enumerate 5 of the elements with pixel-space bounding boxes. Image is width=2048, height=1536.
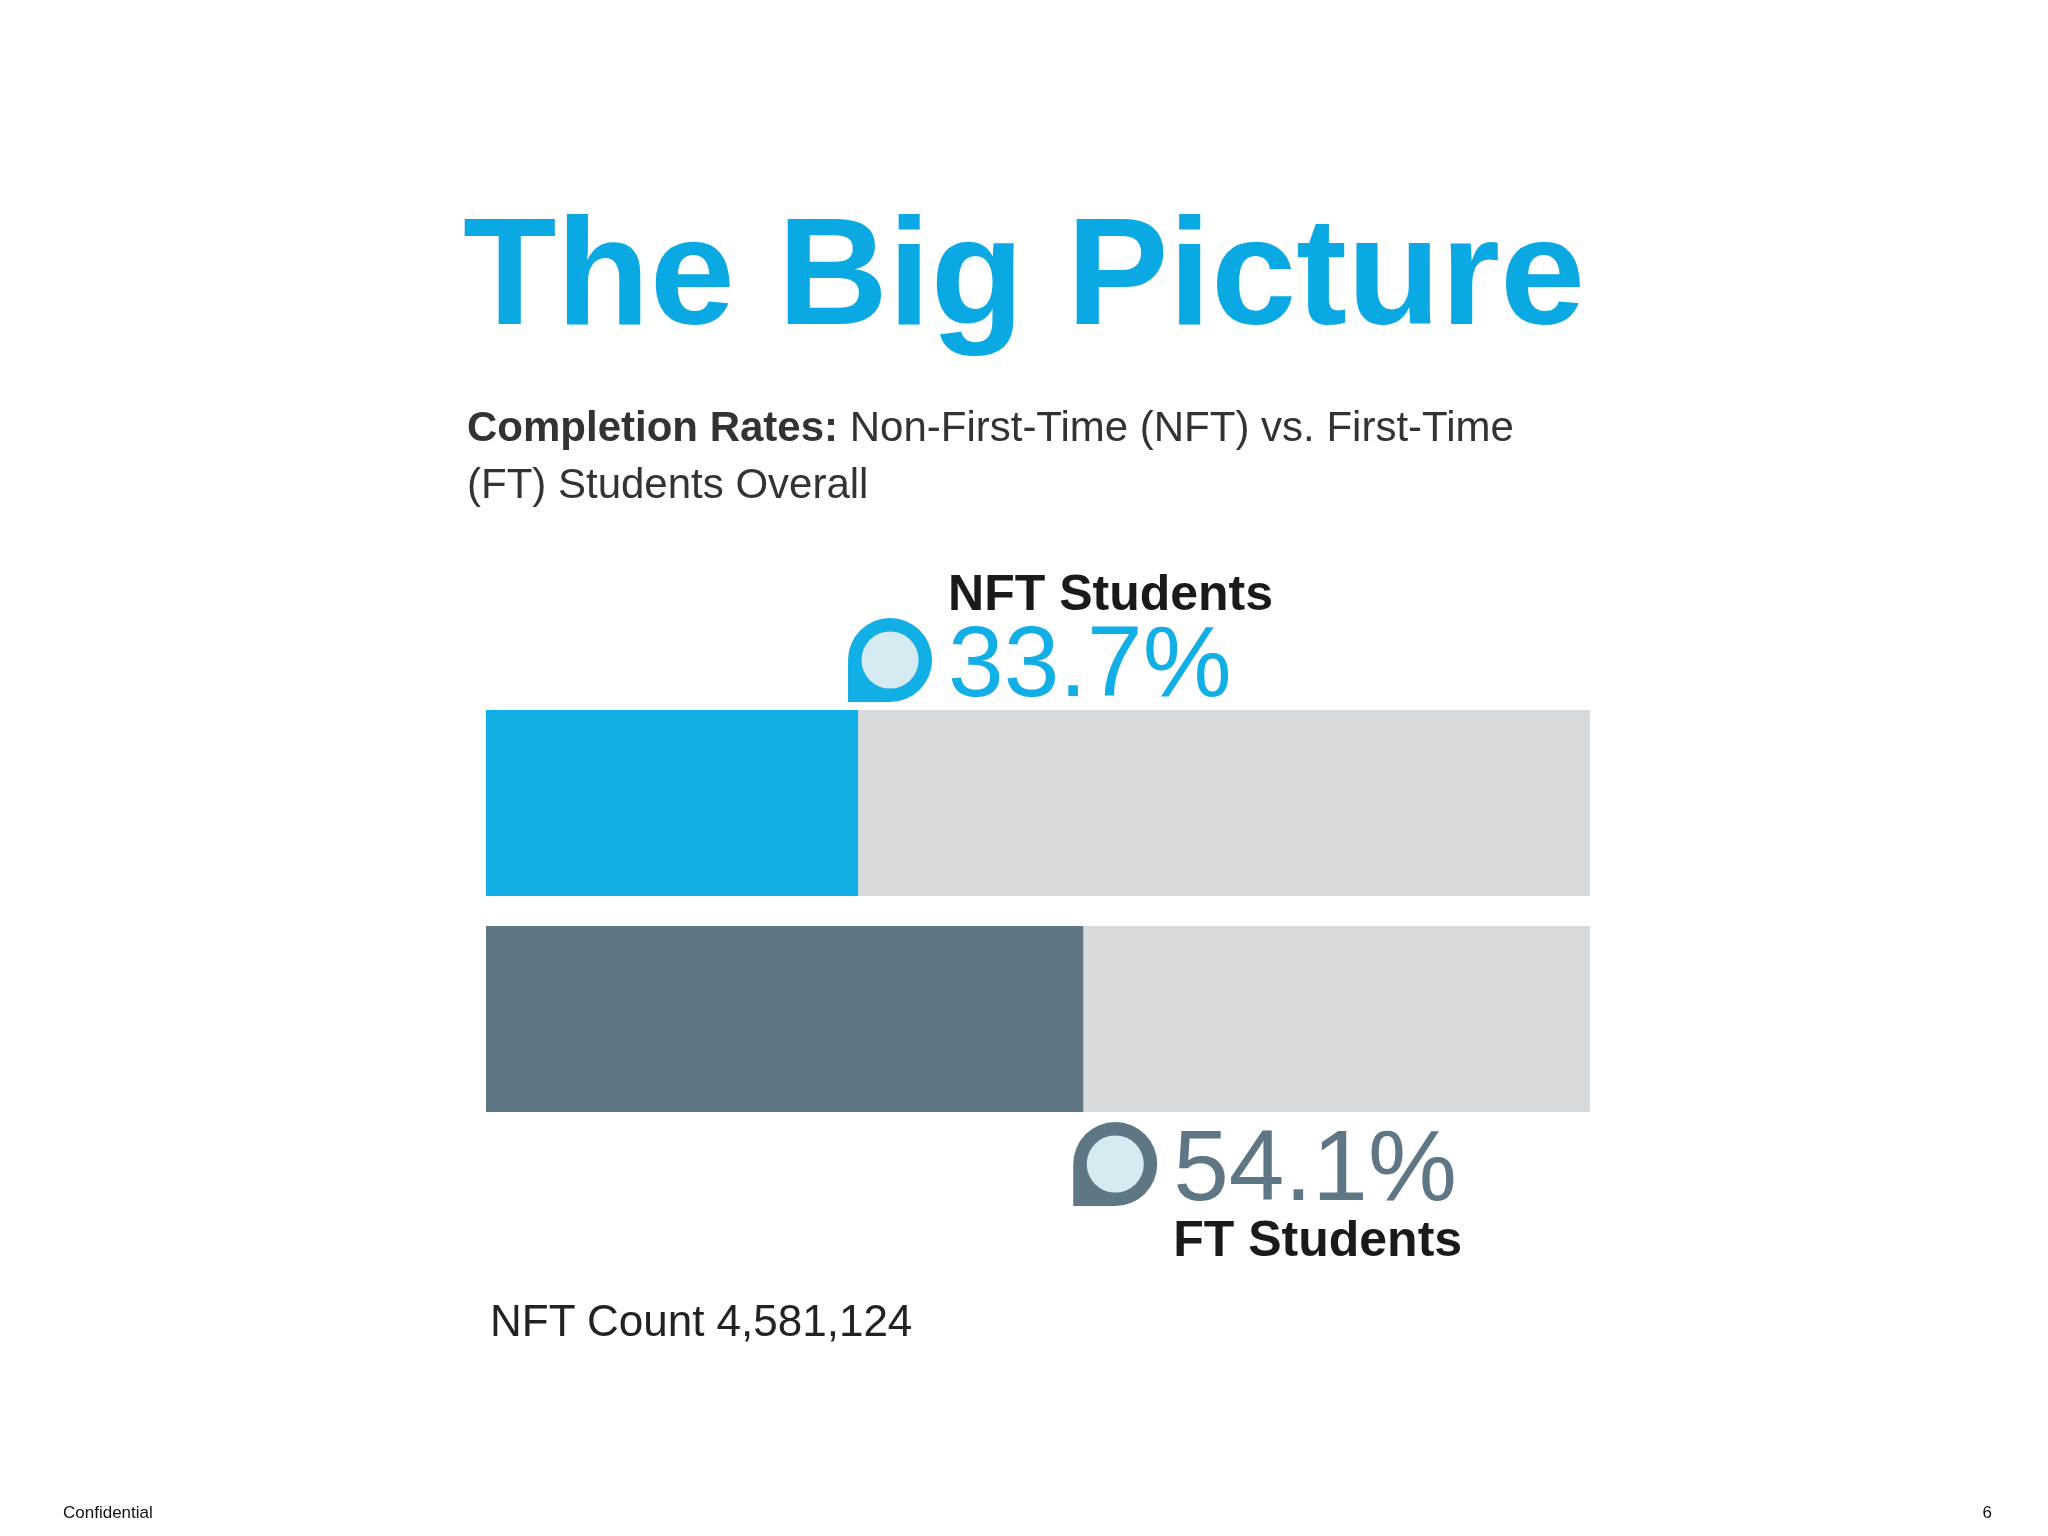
text: 6 [1982,1503,1992,1524]
chart-subtitle: Completion Rates: Non-First-Time (NFT) vs. First-Time (FT) Students Overall [467,403,1514,507]
text: Confidential [63,1503,153,1524]
chart-title: The Big Picture [461,185,1587,356]
text: NFT Count 4,581,124 [490,1295,913,1347]
